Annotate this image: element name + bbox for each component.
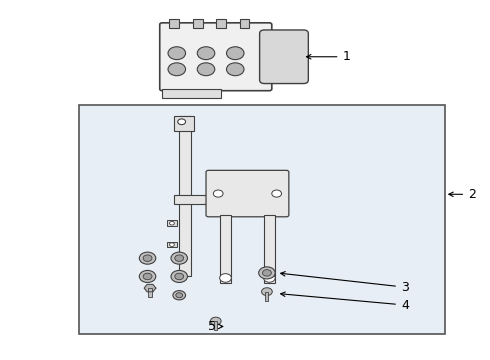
Circle shape [210,317,221,325]
Bar [193,19,202,28]
Circle shape [170,221,174,225]
Bar [216,19,226,28]
FancyBboxPatch shape [160,23,272,91]
Bar [220,215,231,283]
Circle shape [197,63,215,76]
FancyBboxPatch shape [206,170,289,217]
Circle shape [139,252,156,264]
Circle shape [197,47,215,60]
Circle shape [259,267,275,279]
Text: 1: 1 [307,50,350,63]
FancyBboxPatch shape [260,30,308,84]
Circle shape [176,293,183,298]
Circle shape [143,273,152,280]
Circle shape [263,270,271,276]
Text: 2: 2 [449,188,476,201]
Bar [264,215,275,283]
Bar [170,19,179,28]
Bar [179,116,192,276]
Circle shape [175,255,184,261]
Circle shape [178,119,186,125]
Circle shape [175,273,184,280]
Bar [79,105,445,334]
Bar [167,220,177,226]
Circle shape [213,190,223,197]
Circle shape [262,288,272,296]
Bar [240,19,249,28]
Circle shape [264,274,275,282]
Circle shape [170,243,174,247]
Circle shape [220,274,231,282]
Bar [174,116,194,131]
Circle shape [272,190,282,197]
Bar [148,288,152,297]
Circle shape [143,255,152,261]
Circle shape [226,47,244,60]
Circle shape [171,270,188,283]
Circle shape [226,63,244,76]
Circle shape [168,63,186,76]
Text: 5: 5 [208,320,223,333]
Text: 4: 4 [281,292,409,311]
Circle shape [168,47,186,60]
Polygon shape [144,284,156,292]
Text: 3: 3 [281,271,409,294]
Bar [174,195,282,204]
Circle shape [139,270,156,283]
Bar [162,89,221,98]
Bar [167,242,177,247]
Circle shape [173,291,186,300]
Bar [266,292,269,301]
Circle shape [171,252,188,264]
Bar [214,321,217,330]
